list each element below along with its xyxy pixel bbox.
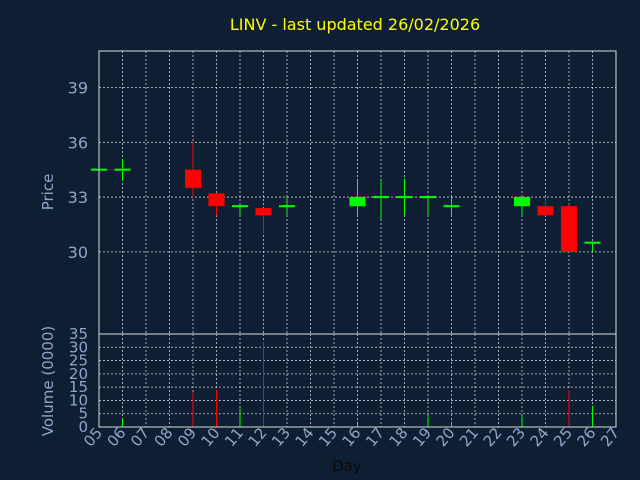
x-tick-label: 25	[550, 424, 576, 450]
candle	[396, 178, 413, 216]
volume-tick-label: 15	[69, 378, 88, 396]
x-tick-label: 13	[268, 424, 294, 450]
volume-tick-label: 30	[69, 338, 88, 356]
x-tick-label: 24	[527, 424, 553, 450]
volume-tick-label: 20	[69, 365, 88, 383]
x-tick-label: 16	[339, 424, 365, 450]
volume-frame	[98, 333, 617, 428]
candle	[373, 178, 389, 219]
price-y-ticks: 30 33 36 39	[68, 79, 88, 262]
candle	[185, 142, 201, 198]
x-tick-label: 18	[386, 424, 412, 450]
x-tick-label: 07	[127, 424, 153, 450]
candle-body	[114, 168, 131, 171]
price-tick-label: 36	[68, 133, 88, 152]
x-tick-label: 21	[456, 424, 482, 450]
price-tick-label: 33	[68, 188, 88, 207]
volume-axis-label: Volume (0000)	[39, 326, 57, 436]
candle-body	[185, 169, 201, 188]
candle	[255, 208, 272, 234]
x-tick-label: 17	[362, 424, 388, 450]
candle	[279, 197, 295, 216]
candle	[537, 197, 554, 216]
candle-body	[514, 197, 530, 207]
x-tick-label: 22	[480, 424, 506, 450]
volume-tick-label: 0	[78, 418, 88, 436]
x-tick-label: 26	[574, 424, 600, 450]
price-axis-label: Price	[39, 174, 57, 211]
volume-tick-label: 10	[69, 391, 88, 409]
x-tick-label: 08	[151, 424, 177, 450]
volume-tick-label: 5	[78, 405, 88, 423]
x-tick-label: 11	[221, 424, 247, 450]
x-tick-label: 09	[174, 424, 200, 450]
candle-body	[232, 205, 248, 208]
candle	[349, 178, 366, 216]
volume-tick-label: 25	[69, 352, 88, 370]
x-tick-label: 12	[245, 424, 271, 450]
candle-body	[537, 206, 554, 216]
candle-body	[208, 193, 225, 207]
price-candles	[91, 142, 601, 252]
candle	[584, 241, 601, 252]
x-tick-label: 27	[597, 424, 623, 450]
candle	[443, 197, 460, 216]
x-tick-label: 23	[503, 424, 529, 450]
volume-bars	[122, 341, 593, 427]
x-tick-label: 15	[315, 424, 341, 450]
candle-body	[584, 241, 601, 244]
x-axis-ticks: 0506070809101112131415161718192021222324…	[80, 424, 623, 450]
price-panel: 30 33 36 39 Price	[39, 50, 617, 335]
candle	[420, 196, 436, 216]
candle-body	[255, 208, 272, 216]
candle	[561, 204, 577, 252]
x-tick-label: 10	[198, 424, 224, 450]
x-axis-label: Day	[332, 457, 362, 475]
price-tick-label: 30	[68, 243, 88, 262]
x-tick-label: 14	[292, 424, 318, 450]
candle	[514, 197, 530, 216]
x-tick-label: 06	[104, 424, 130, 450]
candle-body	[396, 196, 413, 199]
candle	[208, 193, 225, 216]
candle-body	[373, 196, 389, 199]
volume-tick-label: 35	[69, 325, 88, 343]
candle-body	[443, 205, 460, 208]
candle-body	[420, 196, 436, 199]
chart-title: LINV - last updated 26/02/2026	[230, 15, 480, 34]
candle	[114, 158, 131, 181]
price-tick-label: 39	[68, 79, 88, 98]
candle-body	[279, 205, 295, 208]
candle-body	[561, 206, 577, 252]
candle	[232, 205, 248, 216]
x-tick-label: 19	[409, 424, 435, 450]
volume-grid	[99, 334, 616, 427]
x-tick-label: 20	[433, 424, 459, 450]
candle-body	[349, 197, 366, 207]
